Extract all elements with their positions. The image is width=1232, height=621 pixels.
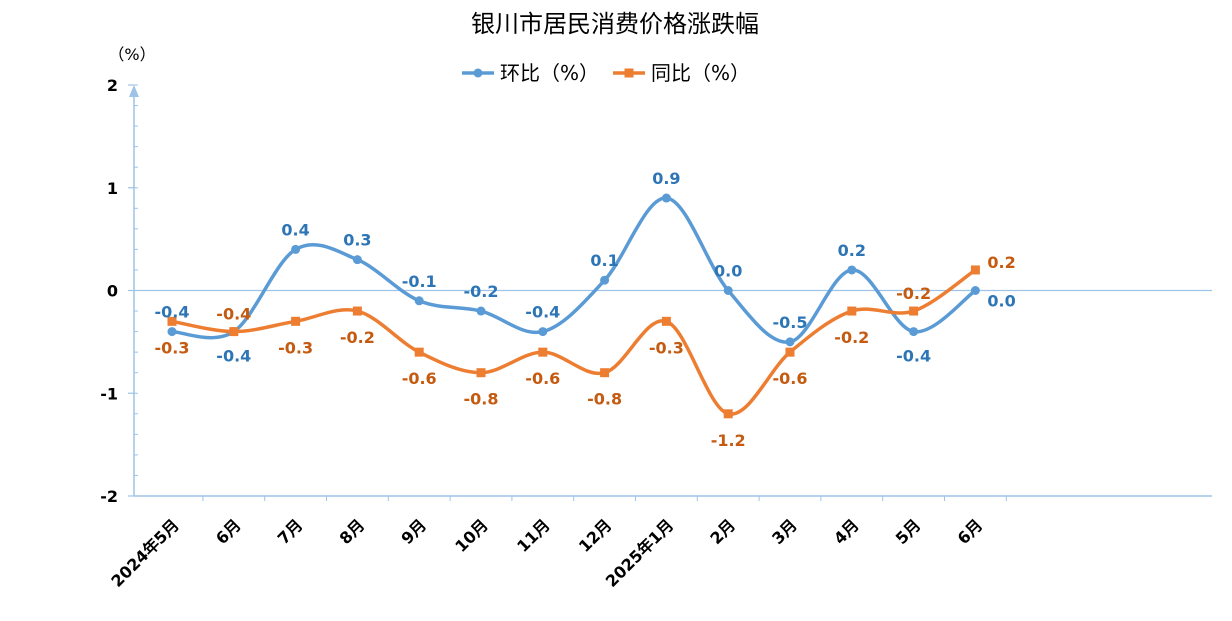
x-tick-label: 5月: [892, 515, 925, 548]
series-1-data-label: -0.6: [402, 369, 437, 388]
series-1-point: [847, 306, 857, 316]
series-1-data-label: 0.2: [987, 253, 1015, 272]
x-tick-label: 2024年5月: [107, 515, 182, 590]
series-0-data-label: 0.0: [987, 292, 1015, 311]
chart-title: 银川市居民消费价格涨跌幅: [471, 10, 759, 38]
series-0-data-label: -0.1: [402, 272, 437, 291]
series-1-data-label: -0.3: [278, 338, 313, 357]
series-0-data-label: -0.4: [155, 303, 190, 322]
legend: 环比（%） 同比（%）: [462, 61, 750, 85]
series-1-point: [476, 368, 486, 378]
legend-label-0: 环比（%）: [500, 61, 599, 85]
x-tick-label: 10月: [451, 515, 492, 556]
series-1-point: [414, 347, 424, 357]
series-1-data-label: -0.8: [587, 390, 622, 409]
series-0-data-label: -0.4: [896, 347, 931, 366]
series-0-point: [167, 327, 177, 337]
series-1-point: [785, 347, 795, 357]
x-tick-label: 8月: [336, 515, 369, 548]
series-0-data-label: 0.3: [343, 231, 371, 250]
series-1-point: [167, 316, 177, 326]
series-0-data-label: 0.2: [838, 241, 866, 260]
series-0-point: [291, 244, 301, 254]
series-1-point: [229, 327, 239, 337]
series-0-point: [352, 255, 362, 265]
series-0-data-label: 0.4: [281, 220, 309, 239]
series-1-point: [291, 316, 301, 326]
series-1-data-label: -0.6: [773, 369, 808, 388]
series-0-data-label: -0.2: [464, 282, 499, 301]
series-1-point: [352, 306, 362, 316]
data-labels-layer: -0.4 -0.4 0.4 0.3 -0.1 -0.2 -0.4 0.1 0.9 0.0 -0.5 0…: [155, 169, 1016, 450]
y-axis-arrow: [129, 85, 139, 97]
x-tick-label: 3月: [768, 515, 801, 548]
series-1-data-label: -1.2: [711, 431, 746, 450]
series-0-point: [970, 286, 980, 295]
x-tick-label: 11月: [513, 515, 554, 556]
legend-marker-1: [624, 68, 634, 78]
x-tick-label: 4月: [830, 515, 863, 548]
series-1-data-label: -0.4: [216, 305, 251, 324]
y-tick-label: 2: [107, 76, 118, 95]
series-0-point: [847, 265, 857, 275]
series-0-data-label: -0.5: [773, 313, 808, 332]
series-0-data-label: 0.9: [652, 169, 680, 188]
series-0-data-label: 0.0: [714, 262, 742, 281]
y-tick-label: -1: [100, 384, 118, 403]
series-0-point: [909, 327, 919, 337]
x-tick-label: 6月: [212, 515, 245, 548]
series-0-point: [785, 337, 795, 347]
x-tick-label: 12月: [575, 515, 616, 556]
x-tick-label: 9月: [397, 515, 430, 548]
series-1-data-label: -0.8: [464, 390, 499, 409]
series-1-point: [723, 409, 733, 419]
x-tick-label: 7月: [274, 515, 307, 548]
series-0-point: [538, 327, 548, 337]
y-tick-label: 1: [107, 179, 118, 198]
series-1-point: [538, 347, 548, 357]
y-axis-unit-label: （%）: [108, 45, 155, 64]
series-layer: [167, 193, 980, 419]
series-1-data-label: -0.6: [525, 369, 560, 388]
legend-marker-0: [473, 68, 483, 78]
x-tick-label: 6月: [954, 515, 987, 548]
legend-label-1: 同比（%）: [651, 61, 750, 85]
series-1-data-label: -0.2: [834, 328, 869, 347]
series-0-point: [414, 296, 424, 306]
y-tick-label: -2: [100, 487, 118, 506]
series-1-data-label: -0.2: [896, 284, 931, 303]
series-0-data-label: 0.1: [590, 251, 618, 270]
series-1-point: [600, 368, 610, 378]
series-1-point: [661, 316, 671, 326]
series-1-point: [970, 265, 980, 275]
series-1-data-label: -0.3: [649, 338, 684, 357]
series-1-data-label: -0.3: [155, 338, 190, 357]
series-0-point: [723, 286, 733, 295]
series-1-point: [909, 306, 919, 316]
series-0-point: [476, 306, 486, 316]
series-1-data-label: -0.2: [340, 328, 375, 347]
y-tick-label: 0: [107, 282, 118, 301]
series-0-point: [600, 275, 610, 285]
series-0-data-label: -0.4: [525, 303, 560, 322]
series-0-point: [661, 193, 671, 203]
series-0-data-label: -0.4: [216, 347, 251, 366]
x-tick-label: 2月: [706, 515, 739, 548]
